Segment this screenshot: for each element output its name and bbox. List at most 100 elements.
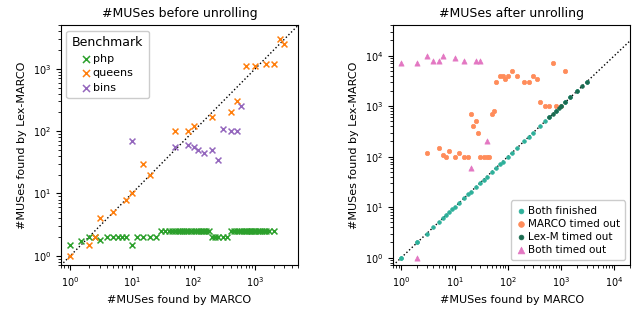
Both finished [396, 255, 406, 260]
X-axis label: #MUSes found by MARCO: #MUSes found by MARCO [108, 295, 252, 305]
Both finished [560, 100, 570, 105]
queens [275, 37, 285, 42]
php [197, 228, 207, 234]
queens [95, 216, 105, 221]
MARCO timed out [459, 154, 469, 159]
php [65, 242, 76, 247]
MARCO timed out [481, 154, 492, 159]
Lex-M timed out [556, 104, 566, 109]
MARCO timed out [535, 100, 545, 105]
Both timed out [438, 53, 448, 58]
php [191, 228, 201, 234]
queens [127, 191, 137, 196]
php [246, 228, 256, 234]
MARCO timed out [528, 73, 538, 78]
php [222, 234, 232, 240]
Lex-M timed out [554, 106, 564, 111]
php [132, 234, 142, 240]
php [257, 228, 268, 234]
Both timed out [422, 53, 432, 58]
bins [182, 143, 193, 148]
Lex-M timed out [551, 108, 561, 113]
MARCO timed out [544, 104, 554, 109]
queens [261, 61, 271, 66]
Y-axis label: #MUSes found by Lex-MARCO: #MUSes found by Lex-MARCO [17, 62, 27, 229]
Both finished [444, 210, 454, 215]
queens [250, 64, 260, 69]
Lex-M timed out [544, 115, 554, 120]
php [236, 228, 246, 234]
Lex-M timed out [577, 83, 588, 88]
queens [121, 197, 131, 202]
php [248, 228, 259, 234]
MARCO timed out [454, 150, 464, 155]
Both finished [495, 162, 505, 167]
php [201, 228, 211, 234]
queens [188, 124, 198, 129]
MARCO timed out [449, 154, 460, 159]
Lex-M timed out [565, 95, 575, 100]
MARCO timed out [495, 73, 505, 78]
php [179, 228, 189, 234]
MARCO timed out [540, 104, 550, 109]
php [232, 228, 242, 234]
queens [65, 253, 76, 258]
MARCO timed out [470, 119, 481, 124]
MARCO timed out [497, 73, 508, 78]
Both timed out [412, 61, 422, 66]
php [188, 228, 198, 234]
php [164, 228, 174, 234]
bins [193, 147, 204, 152]
php [225, 228, 236, 234]
php [261, 228, 271, 234]
queens [207, 114, 217, 119]
Both timed out [433, 58, 444, 63]
queens [182, 129, 193, 134]
Both finished [433, 220, 444, 225]
php [269, 228, 279, 234]
Lex-M timed out [572, 88, 582, 94]
MARCO timed out [468, 124, 478, 129]
Both finished [540, 119, 550, 124]
php [207, 234, 217, 240]
Both finished [475, 180, 485, 185]
MARCO timed out [512, 73, 522, 78]
Both finished [524, 134, 534, 139]
php [228, 228, 239, 234]
php [175, 228, 185, 234]
bins [199, 150, 209, 155]
MARCO timed out [486, 112, 497, 117]
queens [279, 41, 289, 46]
Both finished [572, 88, 582, 94]
bins [218, 126, 228, 131]
php [218, 234, 228, 240]
Both finished [486, 169, 497, 174]
php [121, 234, 131, 240]
MARCO timed out [441, 154, 451, 159]
php [264, 228, 275, 234]
Both finished [449, 204, 460, 210]
MARCO timed out [438, 152, 448, 157]
Both timed out [465, 165, 476, 170]
php [209, 234, 220, 240]
Both finished [459, 196, 469, 201]
php [138, 234, 148, 240]
Both finished [544, 115, 554, 120]
php [102, 234, 113, 240]
Both finished [454, 201, 464, 206]
php [239, 228, 249, 234]
php [186, 228, 196, 234]
Both finished [497, 159, 508, 164]
queens [108, 210, 118, 215]
php [259, 228, 269, 234]
MARCO timed out [519, 80, 529, 85]
MARCO timed out [444, 149, 454, 154]
Both finished [528, 130, 538, 135]
Both finished [447, 207, 457, 212]
Both finished [438, 216, 448, 221]
Both finished [535, 124, 545, 129]
php [127, 242, 137, 247]
queens [269, 61, 279, 66]
queens [170, 129, 180, 134]
bins [213, 157, 223, 162]
